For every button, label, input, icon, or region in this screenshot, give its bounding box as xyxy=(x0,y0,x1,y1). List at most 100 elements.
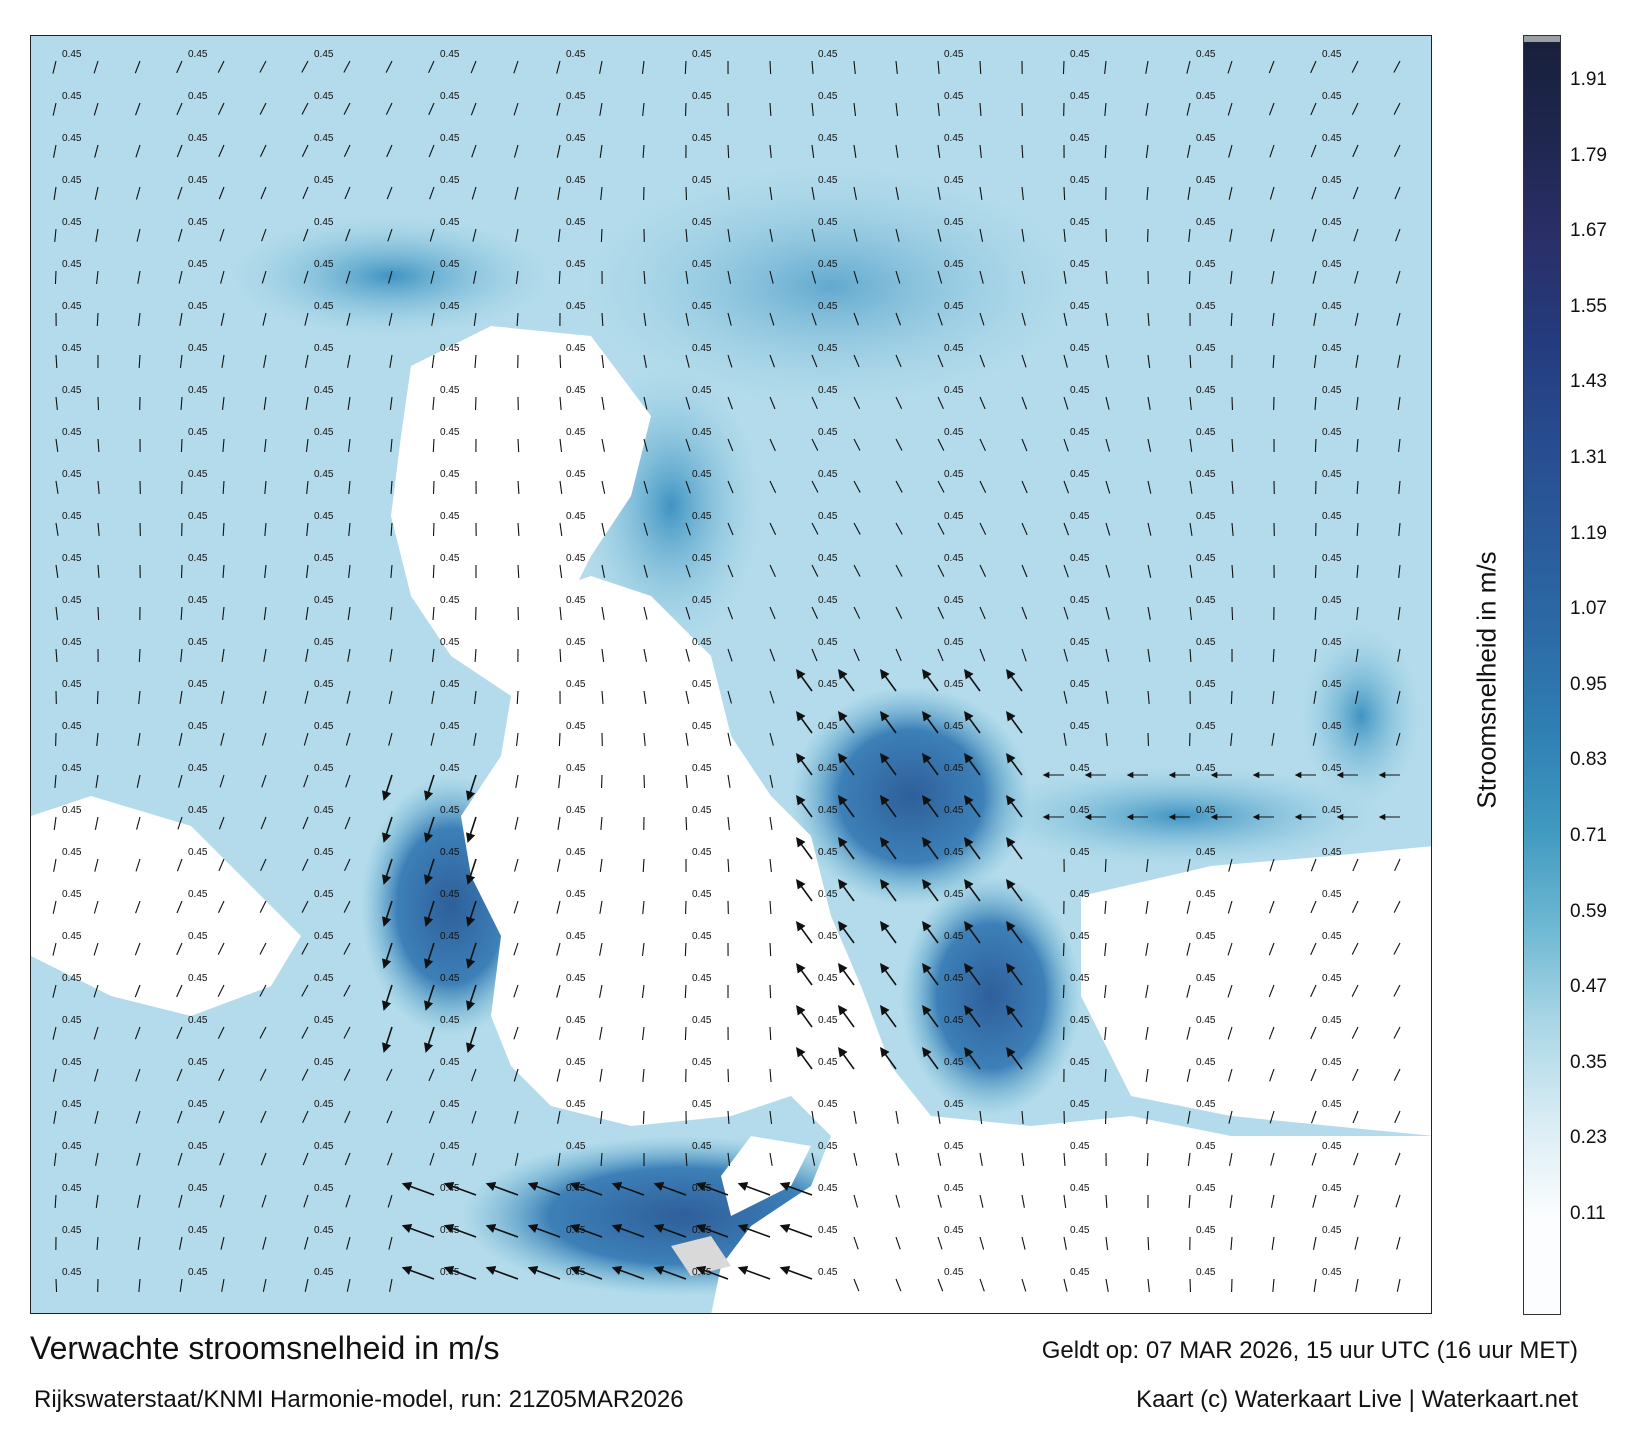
current-arrow xyxy=(136,1152,141,1166)
current-arrow xyxy=(1398,438,1401,452)
current-arrow xyxy=(1396,690,1401,704)
current-arrow xyxy=(303,1194,309,1208)
speed-label: 0.45 xyxy=(566,217,586,228)
current-arrow xyxy=(301,1026,309,1039)
current-arrow xyxy=(1188,228,1191,242)
current-arrow xyxy=(137,312,141,326)
current-arrow xyxy=(1353,1152,1359,1166)
current-arrow xyxy=(1395,228,1401,242)
current-arrow xyxy=(485,1181,519,1196)
speed-label: 0.45 xyxy=(944,91,964,102)
speed-label: 0.45 xyxy=(566,1141,586,1152)
current-arrow xyxy=(176,900,183,914)
current-arrow xyxy=(1229,270,1233,284)
current-arrow xyxy=(1104,984,1107,998)
speed-label: 0.45 xyxy=(566,973,586,984)
current-arrow xyxy=(853,1110,857,1124)
speed-label: 0.45 xyxy=(1070,133,1090,144)
current-arrow xyxy=(1021,312,1026,326)
current-arrow xyxy=(465,900,477,927)
speed-label: 0.45 xyxy=(692,1141,712,1152)
speed-label: 0.45 xyxy=(944,805,964,816)
current-arrow xyxy=(1356,606,1359,620)
current-arrow xyxy=(922,668,939,692)
current-arrow xyxy=(1104,1026,1107,1040)
speed-label: 0.45 xyxy=(944,679,964,690)
current-arrow xyxy=(1394,1152,1401,1166)
current-arrow xyxy=(557,186,561,200)
current-arrow xyxy=(769,1110,773,1124)
valid-time: Geldt op: 07 MAR 2026, 15 uur UTC (16 uu… xyxy=(1041,1337,1578,1364)
current-arrow xyxy=(642,1026,645,1040)
speed-label: 0.45 xyxy=(818,847,838,858)
current-arrow xyxy=(937,1110,941,1124)
speed-label: 0.45 xyxy=(566,763,586,774)
current-arrow xyxy=(428,1110,435,1124)
current-arrow xyxy=(685,438,691,452)
current-arrow xyxy=(381,816,393,843)
current-arrow xyxy=(428,102,435,116)
current-arrow xyxy=(1147,690,1150,704)
speed-label: 0.45 xyxy=(314,49,334,60)
current-arrow xyxy=(54,270,57,285)
current-arrow xyxy=(1229,228,1233,242)
current-arrow xyxy=(1063,1278,1068,1292)
current-arrow xyxy=(769,984,772,999)
speed-label: 0.45 xyxy=(1322,1225,1342,1236)
current-arrow xyxy=(1228,186,1233,200)
current-arrow xyxy=(895,606,903,619)
current-arrow xyxy=(811,396,818,410)
current-arrow xyxy=(1354,270,1359,284)
current-arrow xyxy=(1356,522,1359,537)
current-arrow xyxy=(134,60,141,74)
current-arrow xyxy=(853,480,861,493)
current-arrow xyxy=(1104,102,1107,116)
current-arrow xyxy=(769,522,777,535)
speed-label: 0.45 xyxy=(1196,91,1216,102)
speed-label: 0.45 xyxy=(818,385,838,396)
speed-label: 0.45 xyxy=(62,1183,82,1194)
current-arrow xyxy=(643,522,649,536)
current-arrow xyxy=(401,1181,435,1196)
speed-label: 0.45 xyxy=(692,1015,712,1026)
current-arrow xyxy=(347,648,351,662)
current-speed-map: 0.45 0.45 0.45 0.45 0.45 0.45 0.45 0.45 0.45 0.45… xyxy=(30,35,1432,1314)
current-arrow xyxy=(345,270,351,284)
current-arrow xyxy=(1355,354,1359,368)
current-arrow xyxy=(811,648,818,662)
current-arrow xyxy=(135,900,141,914)
speed-label: 0.45 xyxy=(314,721,334,732)
current-arrow xyxy=(261,1194,267,1208)
speed-label: 0.45 xyxy=(818,469,838,480)
speed-label: 0.45 xyxy=(818,217,838,228)
current-arrow xyxy=(611,1223,645,1238)
current-arrow xyxy=(176,60,183,74)
speed-label: 0.45 xyxy=(818,721,838,732)
current-arrow xyxy=(138,354,141,369)
current-arrow xyxy=(964,1046,981,1070)
colorbar-tick: 1.31 xyxy=(1570,447,1607,468)
current-arrow xyxy=(838,920,855,944)
current-arrow xyxy=(1272,690,1275,704)
current-arrow xyxy=(1353,1194,1359,1208)
speed-label: 0.45 xyxy=(566,847,586,858)
current-arrow xyxy=(474,648,477,663)
current-arrow xyxy=(964,710,981,734)
current-arrow xyxy=(779,1223,813,1238)
current-arrow xyxy=(1006,836,1023,860)
current-arrow xyxy=(55,480,59,494)
current-arrow xyxy=(727,144,730,159)
speed-label: 0.45 xyxy=(1070,217,1090,228)
current-arrow xyxy=(515,774,519,788)
current-arrow xyxy=(853,144,857,158)
current-arrow xyxy=(301,60,309,73)
current-arrow xyxy=(134,984,141,998)
current-arrow xyxy=(1063,564,1069,578)
speed-label: 0.45 xyxy=(1070,637,1090,648)
current-arrow xyxy=(218,858,225,872)
current-arrow xyxy=(1186,942,1191,956)
current-arrow xyxy=(1227,900,1233,914)
current-arrow xyxy=(527,1223,561,1238)
current-arrow xyxy=(643,480,649,494)
current-arrow xyxy=(1189,438,1193,452)
